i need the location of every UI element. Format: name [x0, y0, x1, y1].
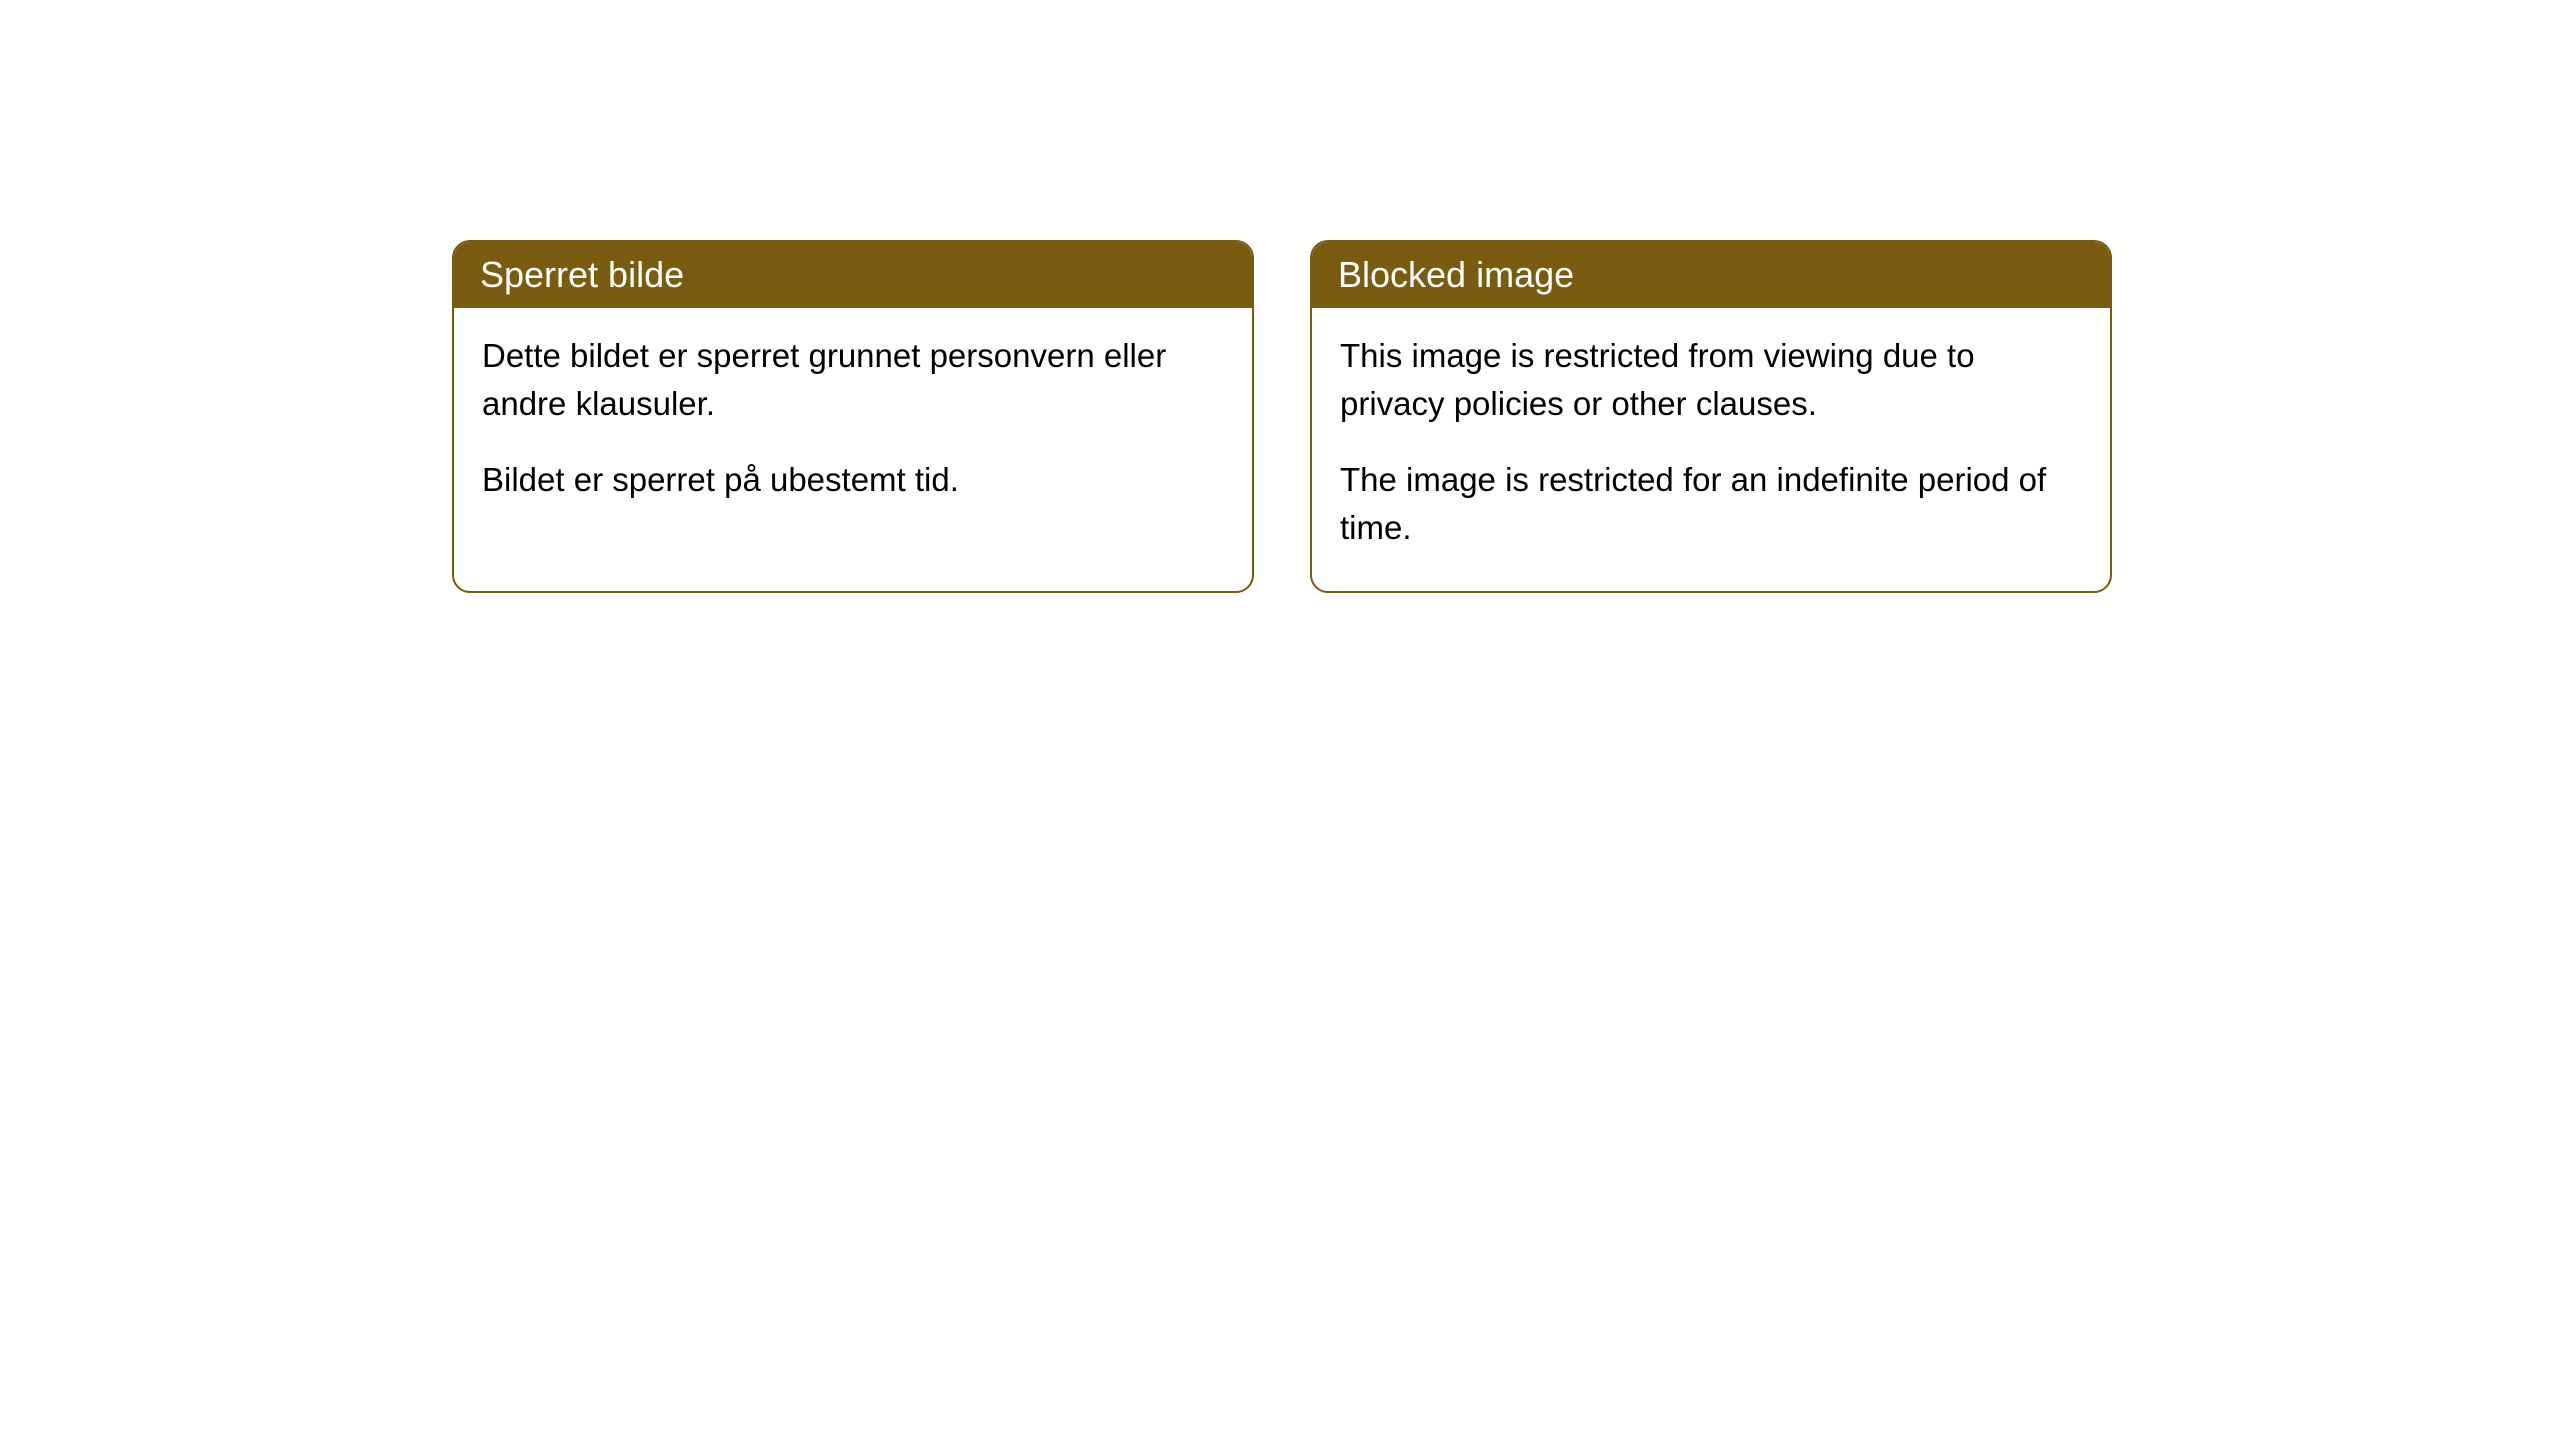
card-paragraph: Dette bildet er sperret grunnet personve…	[482, 332, 1224, 428]
notice-card-norwegian: Sperret bilde Dette bildet er sperret gr…	[452, 240, 1254, 593]
card-paragraph: Bildet er sperret på ubestemt tid.	[482, 456, 1224, 504]
card-paragraph: This image is restricted from viewing du…	[1340, 332, 2082, 428]
notice-cards-container: Sperret bilde Dette bildet er sperret gr…	[452, 240, 2112, 593]
card-title: Blocked image	[1338, 254, 1574, 295]
card-body: This image is restricted from viewing du…	[1312, 308, 2110, 591]
card-paragraph: The image is restricted for an indefinit…	[1340, 456, 2082, 552]
card-header: Blocked image	[1312, 242, 2110, 308]
card-header: Sperret bilde	[454, 242, 1252, 308]
notice-card-english: Blocked image This image is restricted f…	[1310, 240, 2112, 593]
card-body: Dette bildet er sperret grunnet personve…	[454, 308, 1252, 544]
card-title: Sperret bilde	[480, 254, 684, 295]
